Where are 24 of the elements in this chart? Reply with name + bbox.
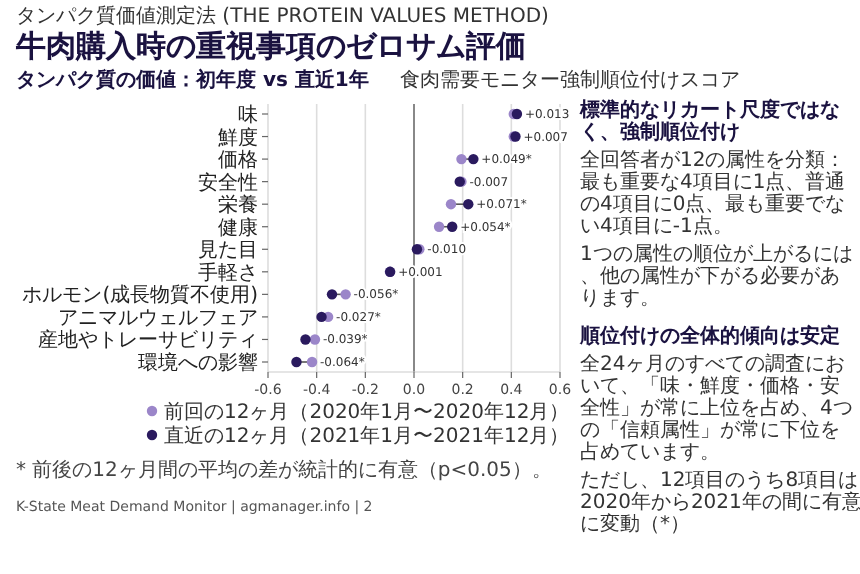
text: 順位付けの全体的傾向は安定 [578,324,840,348]
text: タンパク質価値測定法 (THE PROTEIN VALUES METHOD) [16,4,550,28]
y-tick-label: 価格 [218,148,258,173]
y-tick-label: 味 [238,103,258,127]
y-tick-label: 見た目 [198,240,258,263]
y-tick-label: 安全性 [198,170,258,195]
y-tick-label: 環境への影響 [138,351,258,375]
y-tick-label: 産地やトレーサビリティ [38,328,258,353]
y-tick-label: 健康 [218,215,258,240]
x-axis-title: 食肉需要モニター強制順位付けスコア [400,68,740,92]
legend-label: 前回の12ヶ月（2020年1月〜2020年12月） [164,400,570,424]
chart-subtitle: タンパク質の価値：初年度 vs 直近1年 [16,68,369,92]
text: 全24ヶ月のすべての調査において、「味・鮮度・価格・安全性」が常に上位を占め、4つの「信頼属性」が常に下位を占めています。 [580,352,853,464]
text: * 前後の12ヶ月間の平均の差が統計的に有意（p<0.05）。 [16,458,552,482]
y-tick-label: 手軽さ [198,260,258,285]
y-tick-label: 鮮度 [218,125,258,150]
y-tick-label: 栄養 [218,193,258,218]
chart-title: 牛肉購入時の重視事項のゼロサム評価 [14,28,526,64]
text: 1つの属性の順位が上がるには、他の属性が下がる必要があります。 [580,242,853,310]
y-tick-label: ホルモン(成長物質不使用) [22,283,259,308]
legend-label: 直近の12ヶ月（2021年1月〜2021年12月） [164,424,570,448]
y-tick-label: アニマルウェルフェア [58,307,258,330]
text: 標準的なリカート尺度ではなく、強制順位付け [578,98,840,144]
text: 全回答者が12の属性を分類：最も重要な4項目に1点、普通の4項目に0点、最も重要でない4項目に-1点。 [580,148,846,238]
